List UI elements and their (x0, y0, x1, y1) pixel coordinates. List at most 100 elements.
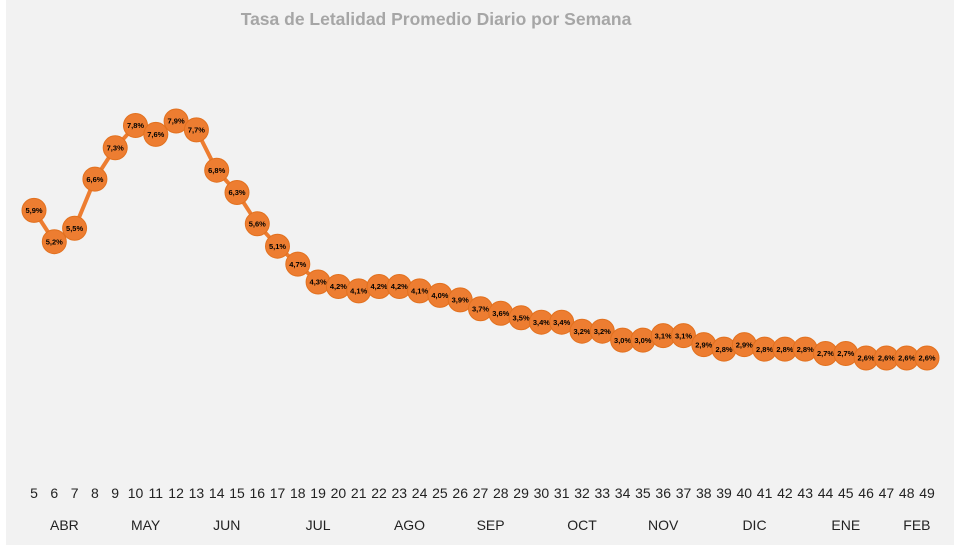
x-tick-labels: 5 6 7 8 9 10 11 12 13 14 15 16 17 18 19 20 21 22 23 24 25 26 2… (30, 485, 935, 501)
data-label: 3,1% (655, 331, 672, 340)
data-label: 2,8% (715, 345, 732, 354)
x-tick-label: 8 (91, 485, 99, 501)
data-point (82, 166, 108, 192)
x-tick-label: 37 (676, 485, 692, 501)
data-point (204, 157, 230, 183)
data-label: 2,7% (837, 349, 854, 358)
month-labels: ABR MAY JUN JUL AGO SEP OCT NOV DIC ENE FEB (50, 517, 931, 533)
data-label: 3,0% (614, 336, 631, 345)
x-tick-label: 41 (757, 485, 773, 501)
x-tick-label: 6 (50, 485, 58, 501)
x-tick-label: 27 (473, 485, 489, 501)
data-label: 5,1% (269, 242, 286, 251)
x-tick-label: 29 (513, 485, 529, 501)
series-line (32, 118, 927, 360)
month-label: OCT (567, 517, 597, 533)
data-label: 4,2% (370, 282, 387, 291)
x-tick-label: 46 (858, 485, 874, 501)
data-label: 6,6% (86, 175, 103, 184)
x-tick-label: 13 (189, 485, 205, 501)
month-label: ABR (50, 517, 79, 533)
data-label: 4,1% (350, 287, 367, 296)
x-tick-label: 49 (919, 485, 935, 501)
data-label: 2,7% (817, 349, 834, 358)
x-tick-label: 44 (818, 485, 834, 501)
data-label: 3,5% (513, 314, 530, 323)
data-label: 5,5% (66, 224, 83, 233)
line-chart: 5,9% 5,2%5,5% 6,6% 7,3% 7,8%7,6% 7,9%7,7% 6,8%… (21, 108, 940, 533)
x-tick-label: 24 (412, 485, 428, 501)
data-label: 4,0% (431, 291, 448, 300)
x-tick-label: 38 (696, 485, 712, 501)
data-label: 4,2% (330, 282, 347, 291)
x-tick-label: 25 (432, 485, 448, 501)
data-label: 2,9% (695, 340, 712, 349)
data-label: 2,8% (756, 345, 773, 354)
data-label: 5,9% (25, 206, 42, 215)
x-tick-label: 20 (331, 485, 347, 501)
x-tick-label: 5 (30, 485, 38, 501)
x-tick-label: 47 (879, 485, 895, 501)
data-point (183, 117, 209, 143)
data-label: 3,7% (472, 305, 489, 314)
data-label: 7,8% (127, 121, 144, 130)
x-tick-label: 28 (493, 485, 509, 501)
month-label: SEP (477, 517, 505, 533)
x-tick-label: 9 (111, 485, 119, 501)
data-point (914, 345, 940, 371)
data-point (102, 135, 128, 161)
data-label: 6,8% (208, 166, 225, 175)
x-tick-label: 32 (574, 485, 590, 501)
x-tick-label: 17 (270, 485, 286, 501)
data-label: 3,9% (452, 296, 469, 305)
chart-area: Tasa de Letalidad Promedio Diario por Se… (6, 0, 954, 545)
data-label: 4,2% (391, 282, 408, 291)
x-tick-label: 48 (899, 485, 915, 501)
x-tick-label: 26 (452, 485, 468, 501)
x-tick-label: 33 (595, 485, 611, 501)
x-tick-label: 39 (716, 485, 732, 501)
data-label: 7,6% (147, 130, 164, 139)
x-tick-label: 22 (371, 485, 387, 501)
chart-title: Tasa de Letalidad Promedio Diario por Se… (240, 9, 632, 29)
data-label: 3,4% (533, 318, 550, 327)
data-label: 3,4% (553, 318, 570, 327)
month-label: JUN (213, 517, 240, 533)
x-tick-label: 30 (534, 485, 550, 501)
x-tick-label: 11 (149, 485, 164, 501)
x-tick-label: 23 (392, 485, 408, 501)
month-label: JUL (306, 517, 331, 533)
month-label: MAY (131, 517, 161, 533)
data-label: 3,0% (634, 336, 651, 345)
month-label: ENE (831, 517, 860, 533)
data-label: 3,2% (594, 327, 611, 336)
data-point (21, 197, 47, 223)
data-label: 7,3% (107, 144, 124, 153)
x-tick-label: 42 (777, 485, 793, 501)
month-label: AGO (394, 517, 425, 533)
x-tick-label: 31 (554, 485, 570, 501)
x-tick-label: 21 (351, 485, 367, 501)
data-label: 2,8% (797, 345, 814, 354)
month-label: DIC (742, 517, 766, 533)
data-point (285, 251, 311, 277)
x-tick-label: 10 (128, 485, 144, 501)
data-label: 7,7% (188, 126, 205, 135)
data-label: 6,3% (228, 188, 245, 197)
month-label: NOV (648, 517, 679, 533)
month-label: FEB (903, 517, 930, 533)
data-point (143, 121, 169, 147)
x-tick-label: 35 (635, 485, 651, 501)
data-label: 3,6% (492, 309, 509, 318)
data-point (244, 211, 270, 237)
data-label: 3,1% (675, 331, 692, 340)
x-tick-label: 7 (71, 485, 79, 501)
data-label: 5,2% (46, 237, 63, 246)
x-tick-label: 14 (209, 485, 225, 501)
x-tick-label: 16 (250, 485, 266, 501)
data-label: 4,7% (289, 260, 306, 269)
x-tick-label: 43 (797, 485, 813, 501)
x-tick-label: 45 (838, 485, 854, 501)
data-point (265, 233, 290, 259)
data-label: 2,9% (736, 340, 753, 349)
